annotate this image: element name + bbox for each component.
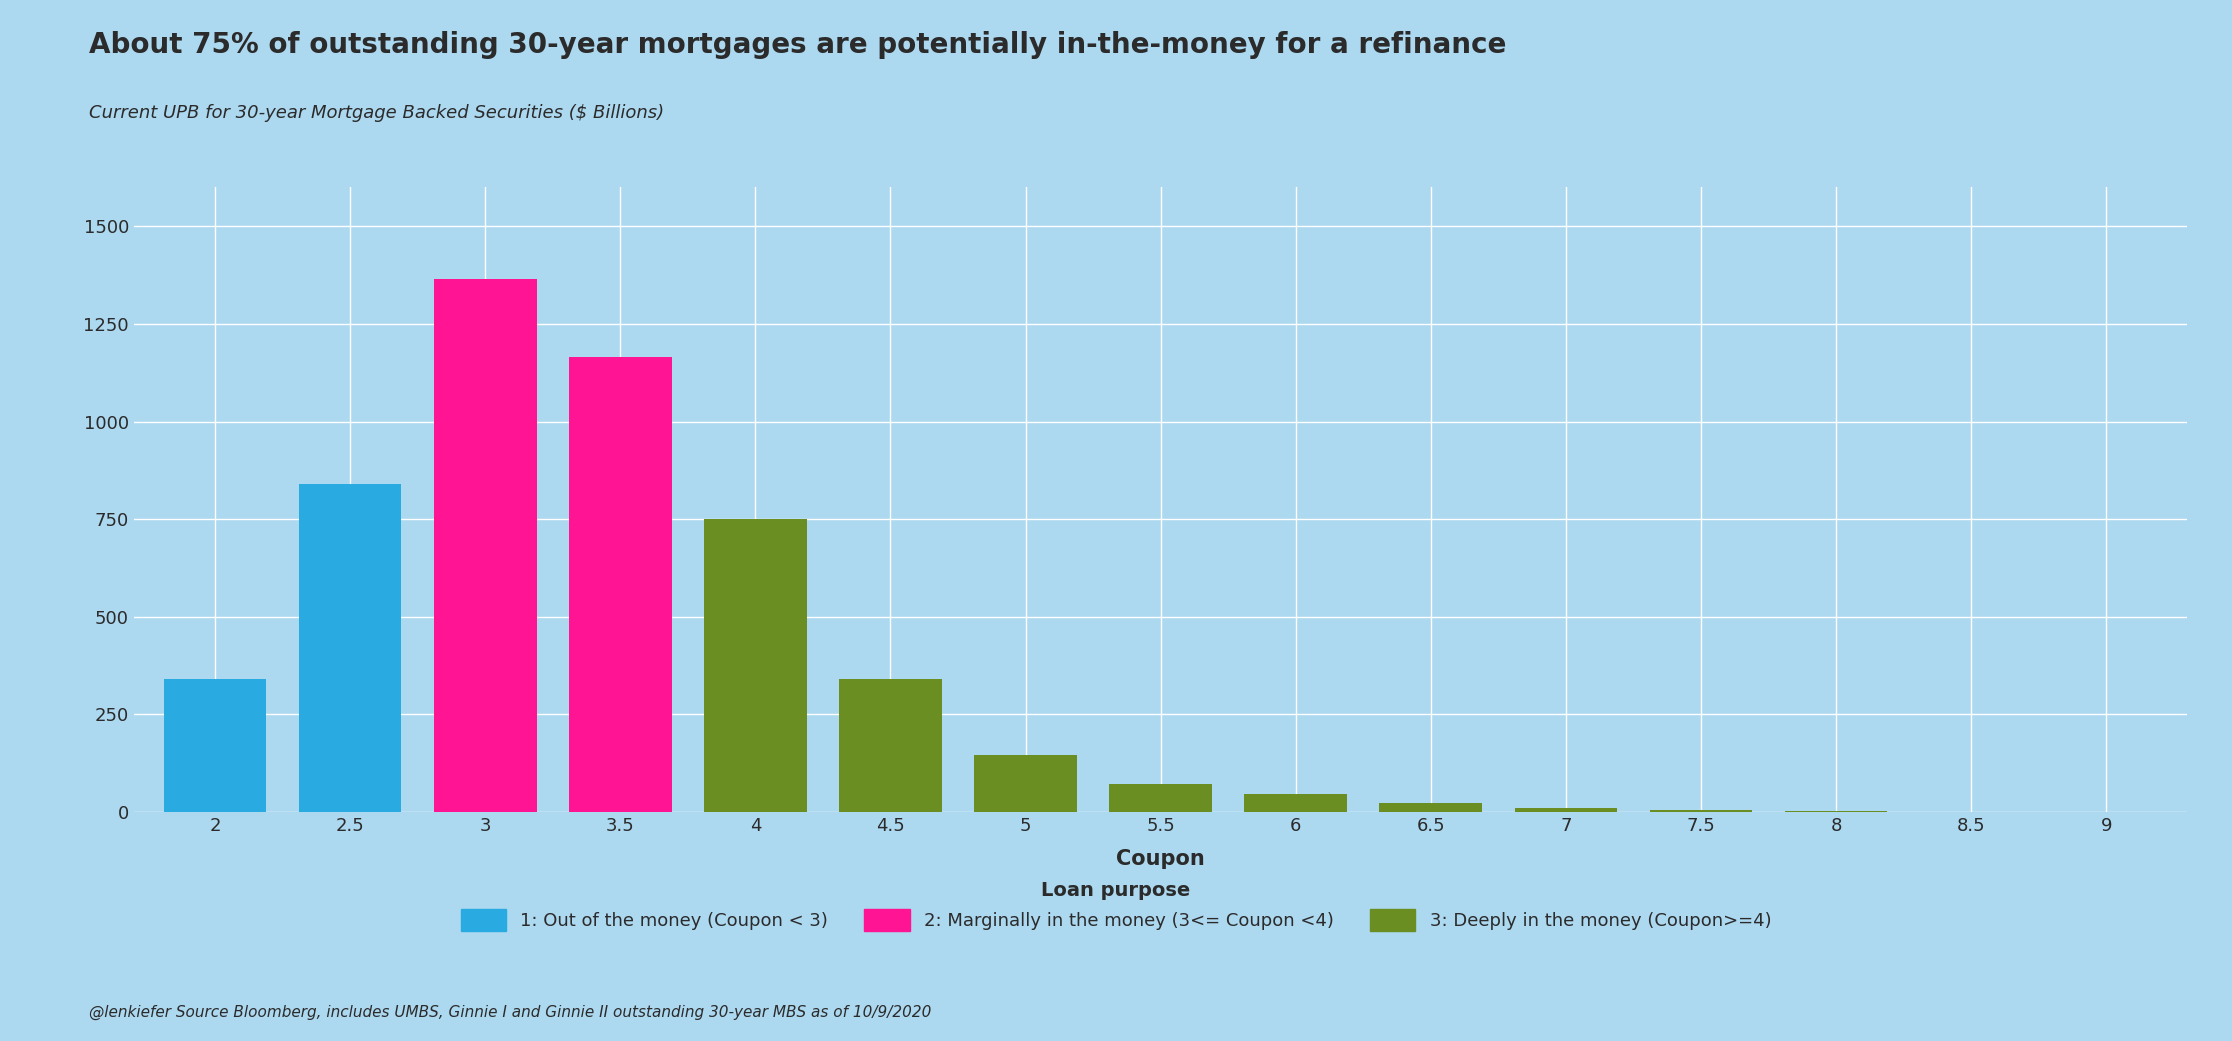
Bar [299,484,402,812]
Bar [1379,804,1482,812]
Bar [433,279,536,812]
Bar [1649,810,1752,812]
Bar [973,756,1076,812]
Bar [1516,808,1618,812]
Text: @lenkiefer Source Bloomberg, includes UMBS, Ginnie I and Ginnie II outstanding 3: @lenkiefer Source Bloomberg, includes UM… [89,1005,931,1020]
Bar [163,679,266,812]
Text: Current UPB for 30-year Mortgage Backed Securities ($ Billions): Current UPB for 30-year Mortgage Backed … [89,104,665,122]
Bar [569,357,672,812]
Bar [839,679,942,812]
Legend: 1: Out of the money (Coupon < 3), 2: Marginally in the money (3<= Coupon <4), 3:: 1: Out of the money (Coupon < 3), 2: Mar… [451,871,1781,940]
Bar [1109,784,1212,812]
X-axis label: Coupon: Coupon [1116,848,1205,869]
Bar [1245,794,1348,812]
Text: About 75% of outstanding 30-year mortgages are potentially in-the-money for a re: About 75% of outstanding 30-year mortgag… [89,31,1507,59]
Bar [703,519,806,812]
